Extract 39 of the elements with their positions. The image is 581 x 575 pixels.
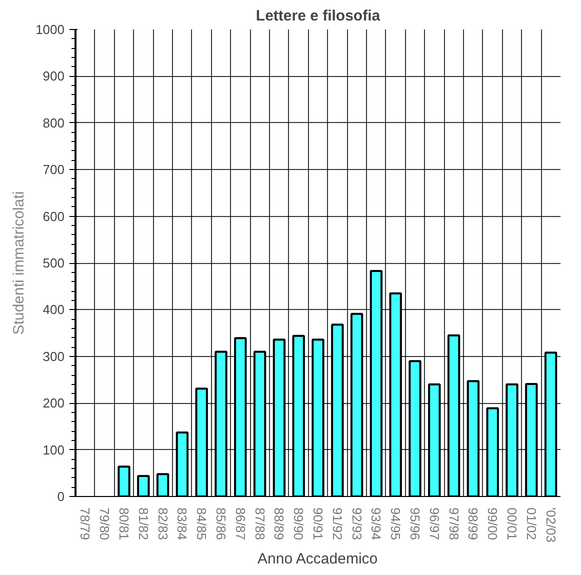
- y-tick-label: 400: [42, 302, 65, 318]
- x-tick-label: 00/01: [504, 508, 520, 540]
- y-tick-label: 100: [42, 442, 65, 458]
- x-tick-label: 84/85: [194, 508, 210, 540]
- x-tick-label: 01/02: [524, 508, 539, 540]
- x-tick-label: 85/86: [214, 508, 228, 540]
- x-tick-label: 97/98: [446, 508, 462, 540]
- y-tick-label: 200: [42, 396, 65, 411]
- y-tick-label: 300: [42, 348, 65, 364]
- x-tick-label: 82/83: [155, 508, 170, 540]
- x-tick-label: 93/94: [368, 508, 384, 540]
- x-tick-label: 98/99: [466, 508, 481, 540]
- x-tick-label: 94/95: [388, 508, 404, 540]
- y-tick-label: 900: [42, 68, 65, 84]
- y-tick-label: 1000: [36, 22, 64, 37]
- x-tick-label: 78/79: [78, 508, 93, 540]
- x-tick-label: 96/97: [426, 508, 442, 540]
- x-tick-label: 89/90: [291, 508, 306, 540]
- y-tick-label: 700: [42, 162, 65, 178]
- x-tick-label: 95/96: [408, 508, 422, 540]
- x-tick-label: 81/82: [136, 508, 151, 540]
- x-tick-label: 86/87: [232, 508, 248, 540]
- x-tick-label: 88/89: [272, 508, 287, 540]
- x-tick-label: 90/91: [310, 508, 326, 540]
- x-tick-label: '02/03: [543, 508, 558, 543]
- x-tick-label: 83/84: [174, 508, 190, 540]
- x-axis-title: Anno Accademico: [258, 550, 378, 568]
- x-tick-label: 91/92: [330, 508, 345, 540]
- y-tick-label: 800: [42, 115, 65, 130]
- chart-title: Lettere e filosofia: [256, 8, 381, 24]
- y-tick-label: 500: [42, 256, 65, 270]
- y-axis-title: Studenti immatricolati: [10, 191, 28, 335]
- y-tick-label: 0: [57, 489, 65, 504]
- x-tick-label: 80/81: [116, 508, 132, 540]
- x-tick-label: 92/93: [349, 508, 364, 540]
- x-tick-label: 87/88: [252, 508, 268, 540]
- x-tick-label: 99/00: [485, 508, 500, 540]
- y-tick-label: 600: [42, 208, 65, 224]
- x-tick-label: 79/80: [97, 508, 112, 540]
